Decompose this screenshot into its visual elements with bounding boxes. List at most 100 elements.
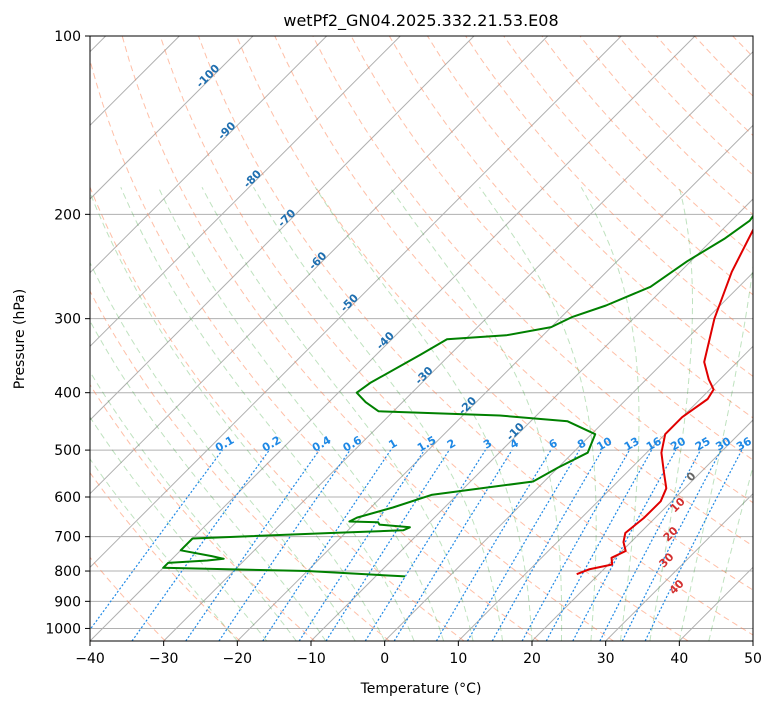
- mixing-ratio-line: [364, 449, 486, 641]
- isotherm-line: [90, 36, 549, 495]
- moist-adiabat-label: 40: [667, 577, 687, 597]
- line-label-layer: 0.1 0.2 0.4 0.6 1 1.5 2 3 4 6 8 10 13 16 20 25 30 36-100-…: [194, 62, 754, 598]
- moist-adiabat-line: [580, 186, 640, 641]
- y-tick-label: 300: [54, 312, 81, 328]
- axes-layer: −40 −30 −20 −10 0 10 20 30 40 5010020030040050060…: [45, 29, 762, 667]
- series-layer: [162, 214, 753, 578]
- moist-adiabat-line: [120, 187, 415, 641]
- mixing-ratio-line: [218, 449, 351, 641]
- mixing-ratio-line: [545, 449, 653, 641]
- isotherm-line: [384, 271, 753, 641]
- mixing-ratio-label: 20: [668, 434, 688, 453]
- moist-adiabat-line: [201, 186, 474, 641]
- mixing-ratio-line: [621, 449, 722, 641]
- dry-adiabat-label: -60: [306, 249, 329, 272]
- dry-adiabat-line: [90, 58, 540, 641]
- x-tick-label: 40: [670, 651, 688, 667]
- mixing-ratio-label: 1: [386, 437, 399, 452]
- dry-adiabat-label: -40: [374, 329, 397, 352]
- moist-adiabat-line: [479, 186, 597, 641]
- mixing-ratio-label: 10: [595, 434, 615, 453]
- moist-adiabat-line: [90, 416, 268, 641]
- mixing-ratio-line: [90, 449, 223, 631]
- moist-adiabat-line: [708, 464, 753, 641]
- y-tick-label: 900: [54, 594, 81, 610]
- moist-adiabat-line: [90, 320, 327, 641]
- mixing-ratio-label: 0.6: [341, 433, 365, 454]
- grid-layer: [90, 36, 775, 641]
- dry-adiabat-line: [121, 36, 614, 641]
- mixing-ratio-line: [491, 449, 603, 641]
- x-tick-label: 50: [744, 651, 762, 667]
- dry-adiabat-label: -90: [215, 119, 238, 142]
- dry-adiabat-line: [694, 36, 753, 97]
- moist-adiabat-label: 20: [661, 524, 681, 544]
- dry-adiabat-line: [771, 36, 775, 641]
- moist-adiabat-line: [90, 458, 238, 641]
- y-tick-label: 1000: [45, 621, 81, 637]
- dry-adiabat-line: [90, 185, 465, 641]
- isotherm-line: [90, 36, 401, 348]
- dry-adiabat-line: [159, 36, 689, 641]
- x-axis-title: Temperature (°C): [360, 681, 482, 697]
- moist-adiabat-line: [90, 191, 386, 641]
- temperature-profile-line: [576, 227, 753, 576]
- mixing-ratio-line: [262, 449, 392, 641]
- mixing-ratio-label: 6: [547, 436, 560, 451]
- mixing-ratio-label: 1.5: [415, 434, 438, 455]
- dry-adiabat-label: -30: [412, 364, 435, 387]
- moist-adiabat-line: [649, 187, 693, 641]
- y-tick-label: 100: [54, 29, 81, 45]
- dry-adiabat-line: [388, 36, 753, 419]
- moist-adiabat-line: [90, 261, 356, 641]
- isotherm-line: [90, 36, 475, 421]
- x-tick-label: −40: [75, 651, 105, 667]
- x-tick-label: 30: [597, 651, 615, 667]
- isotherm-line: [90, 36, 328, 274]
- x-tick-label: 0: [380, 651, 389, 667]
- y-tick-label: 500: [54, 443, 81, 459]
- dry-adiabat-line: [350, 36, 753, 461]
- isotherm-line: [457, 345, 753, 641]
- dry-adiabat-line: [90, 290, 390, 641]
- mixing-ratio-line: [131, 449, 270, 641]
- isotherm-line: [236, 124, 753, 641]
- isotherm-line: [605, 492, 753, 641]
- dewpoint-profile-line: [162, 214, 753, 578]
- dry-adiabat-line: [426, 36, 753, 377]
- chart-title: wetPf2_GN04.2025.332.21.53.E08: [283, 11, 558, 31]
- isotherm-line: [90, 36, 622, 569]
- dry-adiabat-line: [541, 36, 753, 256]
- moist-adiabat-line: [157, 186, 445, 641]
- mixing-ratio-label: 36: [734, 434, 754, 453]
- isotherm-line: [531, 419, 753, 641]
- x-tick-label: −30: [149, 651, 179, 667]
- y-tick-label: 600: [54, 490, 81, 506]
- dry-adiabat-label: -50: [338, 291, 361, 314]
- isotherm-line: [310, 198, 753, 641]
- dry-adiabat-line: [198, 36, 753, 636]
- dry-adiabat-line: [656, 36, 753, 137]
- mixing-ratio-label: 0.1: [213, 434, 236, 455]
- mixing-ratio-label: 2: [445, 437, 458, 452]
- dry-adiabat-line: [312, 36, 753, 504]
- isotherm-line: [90, 36, 254, 200]
- isotherm-line: [678, 566, 753, 641]
- y-tick-label: 800: [54, 564, 81, 580]
- mixing-ratio-line: [185, 449, 320, 641]
- mixing-ratio-line: [521, 449, 631, 641]
- moist-adiabat-line: [90, 370, 297, 641]
- dry-adiabat-line: [90, 471, 241, 641]
- mixing-ratio-line: [599, 449, 702, 641]
- mixing-ratio-label: 0.4: [310, 433, 334, 454]
- moist-adiabat-line: [253, 186, 503, 641]
- dry-adiabat-label: -70: [275, 206, 298, 229]
- mixing-ratio-line: [393, 449, 513, 641]
- moist-adiabat-line: [389, 186, 563, 641]
- y-axis-title: Pressure (hPa): [12, 289, 28, 389]
- mixing-ratio-label: 25: [693, 435, 713, 454]
- isotherm-line: [752, 640, 753, 641]
- mixing-ratio-label: 30: [713, 434, 733, 453]
- mixing-ratio-line: [572, 449, 677, 641]
